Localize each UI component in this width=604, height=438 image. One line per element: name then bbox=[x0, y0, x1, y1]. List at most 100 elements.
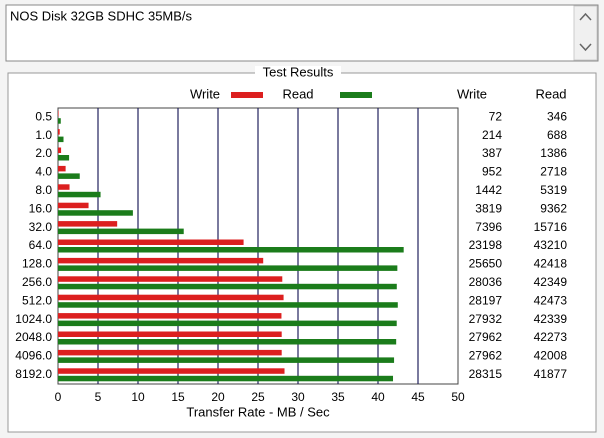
description-box[interactable] bbox=[5, 4, 599, 62]
group-title: Test Results bbox=[263, 64, 334, 79]
table-value: 72 bbox=[489, 109, 503, 123]
y-tick-label: 1.0 bbox=[35, 128, 52, 142]
x-tick-label: 10 bbox=[131, 390, 145, 404]
table-value: 214 bbox=[482, 128, 502, 142]
bar bbox=[58, 320, 397, 327]
table-value: 42273 bbox=[534, 330, 568, 344]
table-value: 27962 bbox=[469, 330, 503, 344]
legend-label: Read bbox=[282, 86, 313, 101]
bar bbox=[58, 257, 264, 264]
bar bbox=[58, 283, 397, 290]
bar bbox=[58, 202, 89, 209]
table-value: 387 bbox=[482, 146, 502, 160]
bar bbox=[58, 191, 101, 198]
bar bbox=[58, 349, 282, 356]
bar bbox=[58, 165, 66, 172]
bar bbox=[58, 357, 395, 363]
bar bbox=[58, 221, 118, 227]
bar bbox=[58, 147, 62, 153]
column-header: Write bbox=[457, 86, 487, 101]
bar bbox=[58, 375, 394, 382]
x-axis-label: Transfer Rate - MB / Sec bbox=[186, 404, 330, 419]
table-value: 42008 bbox=[534, 349, 568, 363]
y-tick-label: 8192.0 bbox=[15, 367, 52, 381]
bar bbox=[58, 136, 64, 143]
bar bbox=[58, 339, 397, 345]
bar bbox=[58, 110, 59, 117]
table-value: 42339 bbox=[534, 312, 568, 326]
x-tick-label: 30 bbox=[291, 390, 305, 404]
table-value: 27932 bbox=[469, 312, 503, 326]
legend-swatch bbox=[340, 92, 372, 98]
bar bbox=[58, 265, 398, 271]
x-tick-label: 20 bbox=[211, 390, 225, 404]
x-tick-label: 40 bbox=[371, 390, 385, 404]
y-tick-label: 2.0 bbox=[35, 146, 52, 160]
table-value: 688 bbox=[547, 128, 567, 142]
legend-label: Write bbox=[190, 86, 220, 101]
table-value: 346 bbox=[547, 109, 567, 123]
table-value: 28036 bbox=[469, 275, 503, 289]
bar bbox=[58, 118, 61, 124]
x-tick-label: 25 bbox=[251, 390, 265, 404]
y-tick-label: 16.0 bbox=[29, 201, 53, 215]
table-value: 42473 bbox=[534, 293, 568, 307]
scroll-down[interactable] bbox=[579, 43, 592, 52]
bar bbox=[58, 173, 80, 179]
y-tick-label: 4096.0 bbox=[15, 349, 52, 363]
y-tick-label: 64.0 bbox=[29, 238, 53, 252]
table-value: 3819 bbox=[475, 201, 502, 215]
table-value: 41877 bbox=[534, 367, 568, 381]
bar bbox=[58, 239, 244, 245]
y-tick-label: 2048.0 bbox=[15, 330, 52, 344]
table-value: 5319 bbox=[540, 183, 567, 197]
scroll-up[interactable] bbox=[579, 12, 592, 21]
table-value: 28315 bbox=[469, 367, 503, 381]
table-value: 42418 bbox=[534, 257, 568, 271]
y-tick-label: 256.0 bbox=[22, 275, 52, 289]
description-text: NOS Disk 32GB SDHC 35MB/s bbox=[10, 8, 193, 23]
y-tick-label: 0.5 bbox=[35, 109, 52, 123]
table-value: 28197 bbox=[469, 293, 503, 307]
bar bbox=[58, 276, 283, 282]
x-tick-label: 15 bbox=[171, 390, 185, 404]
table-value: 952 bbox=[482, 165, 502, 179]
y-tick-label: 128.0 bbox=[22, 257, 52, 271]
y-tick-label: 512.0 bbox=[22, 293, 52, 307]
bar bbox=[58, 155, 70, 161]
bar bbox=[58, 129, 60, 135]
column-header: Read bbox=[535, 86, 566, 101]
bar bbox=[58, 294, 284, 301]
bar bbox=[58, 368, 285, 374]
table-value: 2718 bbox=[540, 165, 567, 179]
table-value: 27962 bbox=[469, 349, 503, 363]
bar bbox=[58, 331, 282, 337]
y-tick-label: 32.0 bbox=[29, 220, 53, 234]
table-value: 42349 bbox=[534, 275, 568, 289]
x-tick-label: 50 bbox=[451, 390, 465, 404]
table-value: 15716 bbox=[534, 220, 568, 234]
table-value: 23198 bbox=[469, 238, 503, 252]
bar bbox=[58, 228, 184, 235]
bar bbox=[58, 184, 70, 190]
table-value: 7396 bbox=[475, 220, 502, 234]
table-value: 9362 bbox=[540, 201, 567, 215]
bar bbox=[58, 210, 133, 216]
table-value: 43210 bbox=[534, 238, 568, 252]
table-value: 25650 bbox=[469, 257, 503, 271]
x-tick-label: 45 bbox=[411, 390, 425, 404]
x-tick-label: 0 bbox=[55, 390, 62, 404]
x-tick-label: 5 bbox=[95, 390, 102, 404]
legend-swatch bbox=[231, 92, 263, 98]
bar bbox=[58, 302, 398, 308]
x-tick-label: 35 bbox=[331, 390, 345, 404]
table-value: 1386 bbox=[540, 146, 567, 160]
y-tick-label: 1024.0 bbox=[15, 312, 52, 326]
y-tick-label: 4.0 bbox=[35, 165, 52, 179]
y-tick-label: 8.0 bbox=[35, 183, 52, 197]
group-title-bg bbox=[255, 66, 341, 80]
table-value: 1442 bbox=[475, 183, 502, 197]
bar bbox=[58, 313, 282, 319]
bar bbox=[58, 247, 404, 253]
